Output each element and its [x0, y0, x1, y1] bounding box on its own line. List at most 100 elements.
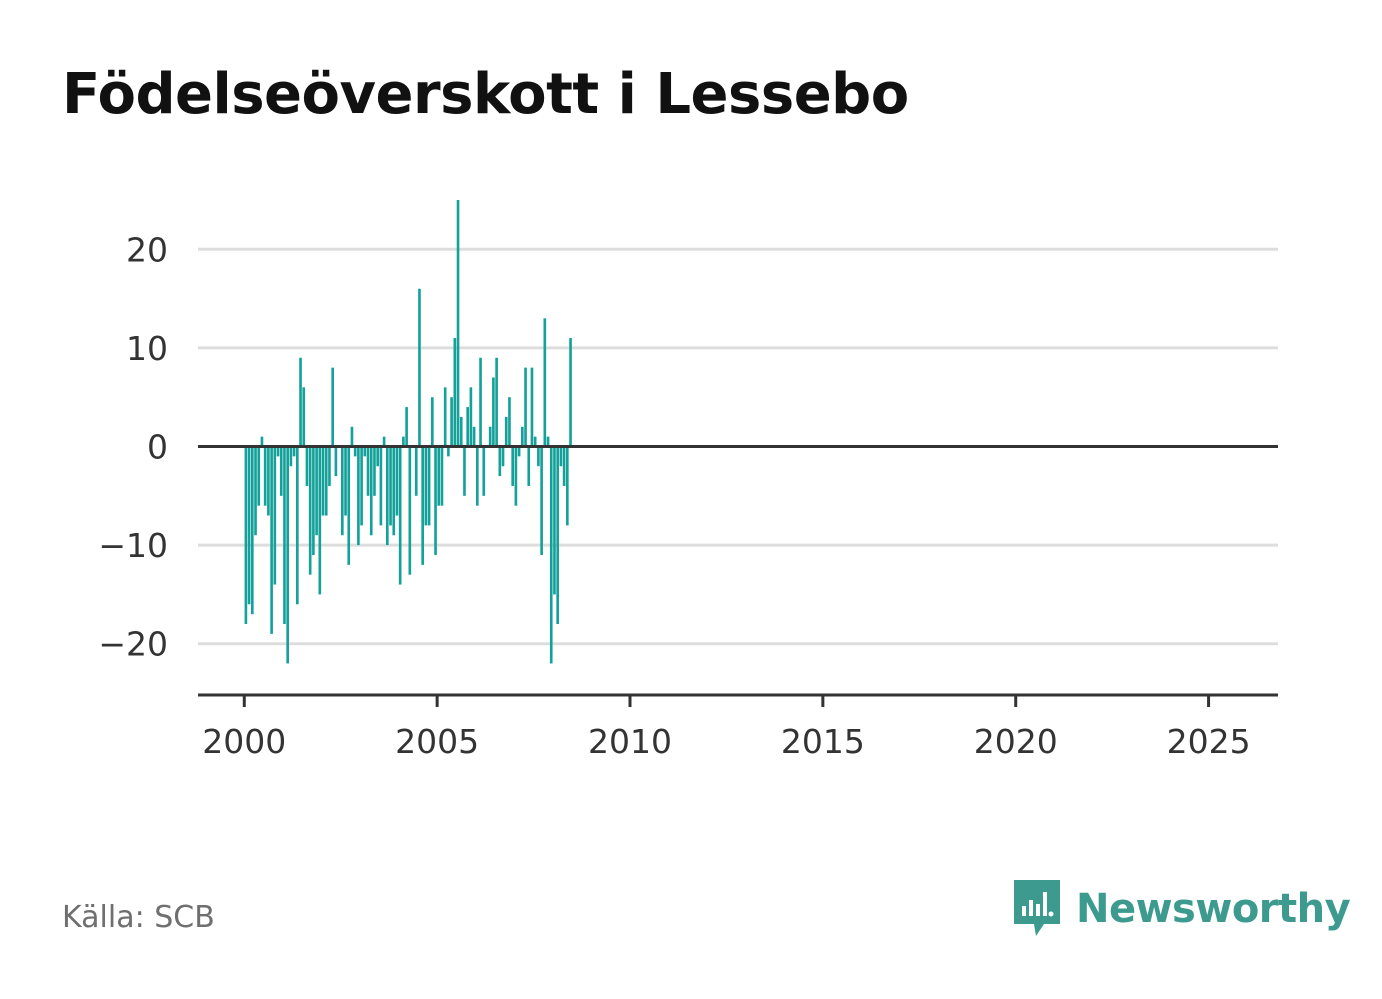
bar [283, 446, 286, 625]
y-tick-label: −10 [98, 526, 168, 565]
bar [328, 446, 331, 486]
bar [321, 446, 325, 516]
bar [398, 446, 402, 585]
bar [453, 338, 457, 447]
bar [495, 357, 498, 447]
bar [469, 387, 473, 447]
bar [296, 446, 299, 605]
x-tick-label: 2005 [395, 722, 479, 761]
bar [331, 367, 334, 447]
bar [408, 446, 412, 575]
bar [305, 446, 309, 486]
bar [466, 407, 469, 447]
bar [543, 318, 547, 447]
bar [376, 446, 379, 467]
bar [421, 446, 424, 565]
bar [405, 407, 408, 447]
bar [257, 446, 261, 506]
bar [308, 446, 312, 575]
bar [549, 446, 553, 664]
bar [569, 338, 572, 447]
bar [482, 446, 486, 496]
bar [479, 357, 482, 447]
y-tick-label: 0 [147, 428, 168, 467]
bar [492, 377, 495, 447]
bar [559, 446, 563, 467]
bar [324, 446, 328, 516]
bar [414, 446, 418, 496]
x-tick-label: 2015 [781, 722, 865, 761]
source-label: Källa: SCB [62, 900, 215, 935]
bar [334, 446, 338, 477]
bar [437, 446, 441, 506]
bar [463, 446, 466, 496]
bar [353, 446, 357, 457]
bar [501, 446, 505, 467]
chart-title: Födelseöverskott i Lessebo [62, 62, 909, 127]
bar [260, 436, 264, 447]
bar [279, 446, 283, 496]
bar [459, 416, 463, 447]
bar [357, 446, 360, 546]
bar [533, 436, 537, 447]
x-axis: 2000 2005 2010 2015 2020 2025 [198, 693, 1278, 761]
y-tick-label: 20 [126, 230, 168, 269]
bar [530, 367, 534, 447]
bar [369, 446, 373, 536]
bar [244, 446, 248, 625]
bar [386, 446, 389, 546]
bar [537, 446, 540, 467]
bar [263, 446, 267, 506]
bar [289, 446, 293, 467]
bar [540, 446, 543, 555]
bar [424, 446, 428, 526]
bar [312, 446, 315, 555]
y-tick-label: −20 [98, 625, 168, 664]
bar [546, 436, 550, 447]
x-tick-label: 2010 [588, 722, 672, 761]
bar [318, 446, 322, 595]
bar [254, 446, 257, 536]
bar [344, 446, 347, 516]
bar [379, 446, 383, 526]
bar [562, 446, 566, 486]
bar [389, 446, 392, 526]
bar [527, 446, 531, 486]
bar [292, 446, 296, 457]
bar [382, 436, 386, 447]
bar [299, 357, 302, 447]
bar [315, 446, 318, 536]
bar [443, 387, 447, 447]
bar [472, 426, 476, 447]
bar [247, 446, 251, 605]
bar [488, 426, 492, 447]
brand-logo[interactable]: Newsworthy [1010, 878, 1351, 940]
x-tick-label: 2000 [202, 722, 286, 761]
bar [556, 446, 559, 625]
newsworthy-logo-icon [1014, 880, 1060, 936]
bar [418, 288, 421, 447]
bar [456, 200, 460, 447]
brand-name: Newsworthy [1076, 886, 1351, 932]
bar [553, 446, 556, 595]
bar [373, 446, 376, 496]
bar [347, 446, 351, 565]
bar [273, 446, 277, 585]
bar [276, 446, 280, 457]
bar [450, 397, 453, 447]
bar [395, 446, 399, 516]
bar [267, 446, 270, 516]
bar [517, 446, 521, 457]
bar [286, 446, 289, 664]
bar [521, 426, 524, 447]
bar [524, 367, 527, 447]
bar [363, 446, 367, 457]
bar [427, 446, 431, 526]
bar [350, 426, 354, 447]
bar [566, 446, 569, 526]
bar [504, 416, 508, 447]
bar [514, 446, 518, 506]
bar [440, 446, 444, 506]
bar [270, 446, 273, 634]
